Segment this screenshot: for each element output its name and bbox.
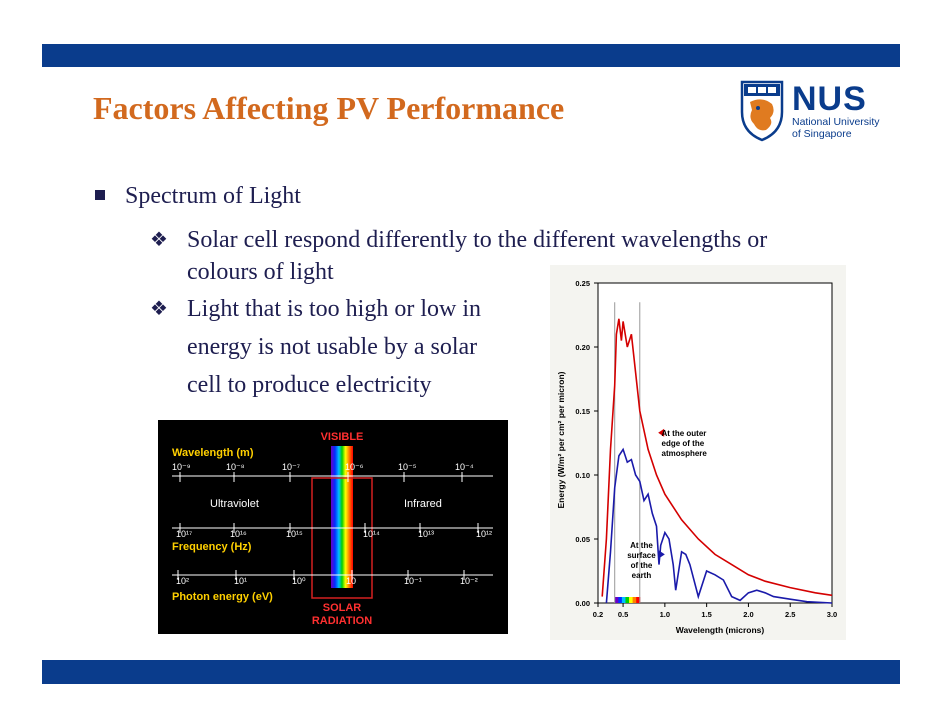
bottom-banner-bar [42, 660, 900, 684]
visible-strip-segment [621, 597, 626, 603]
surface-annotation-text: earth [632, 571, 652, 580]
outer-annotation-arrow [658, 428, 665, 437]
wavelength-tick: 10⁻⁴ [455, 462, 474, 472]
solar-radiation-box [311, 477, 373, 599]
photon-energy-label: Photon energy (eV) [172, 591, 273, 603]
energy-tick: 10¹ [234, 576, 247, 586]
logo-line2: of Singapore [792, 128, 852, 140]
y-axis-label: Energy (W/m² per cm² per micron) [556, 371, 566, 508]
sub-bullet-1-line2: colours of light [187, 259, 334, 285]
bullet-spectrum-text: Spectrum of Light [125, 183, 301, 209]
visible-strip-segment [636, 597, 641, 603]
outer-annotation-text: edge of the [662, 439, 705, 448]
diamond-bullet-icon: ❖ [150, 298, 168, 320]
bullet-spectrum: Spectrum of Light [95, 183, 301, 210]
x-tick-label: 2.5 [785, 610, 795, 619]
frequency-tick: 10¹³ [418, 529, 434, 539]
visible-strip-segment [629, 597, 634, 603]
outer-atmosphere-series-line [601, 318, 833, 597]
solar-irradiance-chart: Energy (W/m² per cm² per micron) Wavelen… [550, 265, 846, 640]
em-spectrum-figure: VISIBLE Wavelength (m) 10⁻⁹ 10⁻⁸ 10⁻⁷ 10… [158, 420, 508, 634]
visible-strip-segment [618, 597, 623, 603]
frequency-axis-label: Frequency (Hz) [172, 541, 252, 553]
y-tick-label: 0.05 [575, 535, 590, 544]
infrared-label: Infrared [404, 498, 442, 510]
wavelength-tick: 10⁻⁹ [172, 462, 191, 472]
frequency-tick: 10¹⁶ [230, 529, 247, 539]
frequency-tick: 10¹⁷ [176, 529, 192, 539]
y-tick-label: 0.20 [575, 343, 590, 352]
visible-strip-segment [625, 597, 630, 603]
slide-title: Factors Affecting PV Performance [93, 90, 565, 126]
x-tick-label: 1.0 [660, 610, 670, 619]
wavelength-tick: 10⁻⁷ [282, 462, 300, 472]
frequency-tick: 10¹⁵ [286, 529, 303, 539]
wavelength-axis-label: Wavelength (m) [172, 447, 254, 459]
energy-tick: 10⁰ [292, 576, 306, 586]
x-axis-label: Wavelength (microns) [676, 625, 765, 635]
frequency-tick: 10¹⁴ [363, 529, 380, 539]
y-tick-label: 0.00 [575, 599, 590, 608]
x-tick-label: 0.2 [593, 610, 603, 619]
wavelength-tick: 10⁻⁵ [398, 462, 417, 472]
surface-annotation-text: surface [627, 551, 656, 560]
sub-bullet-2-line3: cell to produce electricity [187, 372, 432, 398]
nus-logo: NUS National University of Singapore [738, 78, 898, 148]
plot-area [597, 282, 833, 604]
sub-bullet-1-line1: Solar cell respond differently to the di… [187, 227, 768, 253]
top-banner-bar [42, 44, 900, 67]
nus-crest-icon [740, 80, 784, 142]
energy-tick: 10² [176, 576, 189, 586]
logo-subtitle: National University of Singapore [792, 116, 880, 140]
square-bullet-icon [95, 190, 105, 201]
radiation-label: RADIATION [312, 615, 372, 627]
earth-surface-series-line [605, 447, 833, 604]
x-tick-label: 0.5 [618, 610, 628, 619]
sub-bullet-2-line2: energy is not usable by a solar [187, 334, 478, 360]
frequency-tick: 10¹² [476, 529, 492, 539]
logo-wordmark: NUS [792, 80, 867, 118]
surface-annotation-text: At the [630, 541, 653, 550]
logo-line1: National University [792, 116, 880, 128]
surface-annotation-text: of the [631, 561, 653, 570]
outer-annotation-text: atmosphere [662, 449, 708, 458]
x-tick-label: 3.0 [827, 610, 837, 619]
y-tick-label: 0.10 [575, 471, 590, 480]
outer-annotation-text: At the outer [662, 429, 707, 438]
wavelength-tick: 10⁻⁸ [226, 462, 245, 472]
energy-tick: 10 [346, 576, 356, 586]
surface-annotation-arrow [658, 550, 665, 559]
wavelength-tick: 10⁻⁶ [345, 462, 364, 472]
x-tick-label: 1.5 [701, 610, 711, 619]
visible-strip-segment [614, 597, 619, 603]
diamond-bullet-icon: ❖ [150, 229, 168, 251]
solar-label: SOLAR [323, 602, 362, 614]
x-tick-label: 2.0 [743, 610, 753, 619]
visible-label: VISIBLE [321, 431, 364, 443]
y-tick-label: 0.25 [575, 279, 590, 288]
energy-tick: 10⁻² [460, 576, 478, 586]
ultraviolet-label: Ultraviolet [210, 498, 259, 510]
y-tick-label: 0.15 [575, 407, 590, 416]
energy-tick: 10⁻¹ [404, 576, 422, 586]
sub-bullet-2-line1: Light that is too high or low in [187, 296, 481, 322]
visible-strip-segment [632, 597, 637, 603]
